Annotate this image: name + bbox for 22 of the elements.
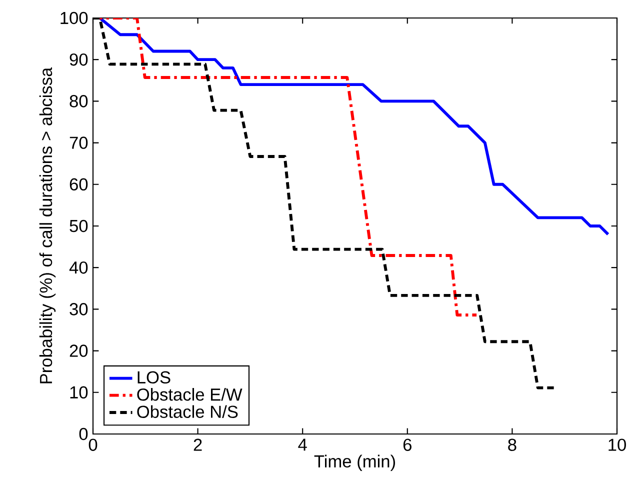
legend-label: Obstacle E/W	[137, 388, 242, 401]
x-axis-title: Time (min)	[314, 454, 395, 471]
legend-label: LOS	[138, 371, 170, 384]
y-tick-label: 30	[70, 303, 88, 316]
legend-label: Obstacle N/S	[137, 405, 238, 418]
y-tick-label: 20	[70, 344, 88, 357]
x-tick-label: 8	[508, 438, 516, 451]
y-tick-label: 100	[60, 12, 88, 24]
x-tick-label: 10	[608, 438, 626, 451]
y-tick-label: 50	[70, 220, 88, 232]
y-tick-label: 40	[69, 261, 88, 274]
y-axis-title: Probability (%) of call durations > abcissa	[39, 67, 56, 384]
y-tick-label: 70	[70, 136, 88, 149]
x-tick-label: 6	[403, 438, 412, 451]
x-tick-label: 0	[88, 438, 98, 451]
x-tick-label: 2	[194, 438, 202, 451]
x-tick-label: 4	[298, 438, 307, 451]
y-tick-label: 0	[79, 428, 88, 440]
y-tick-label: 60	[70, 178, 88, 191]
y-tick-label: 80	[70, 95, 88, 108]
y-tick-label: 10	[70, 386, 88, 399]
y-tick-label: 90	[70, 53, 88, 66]
